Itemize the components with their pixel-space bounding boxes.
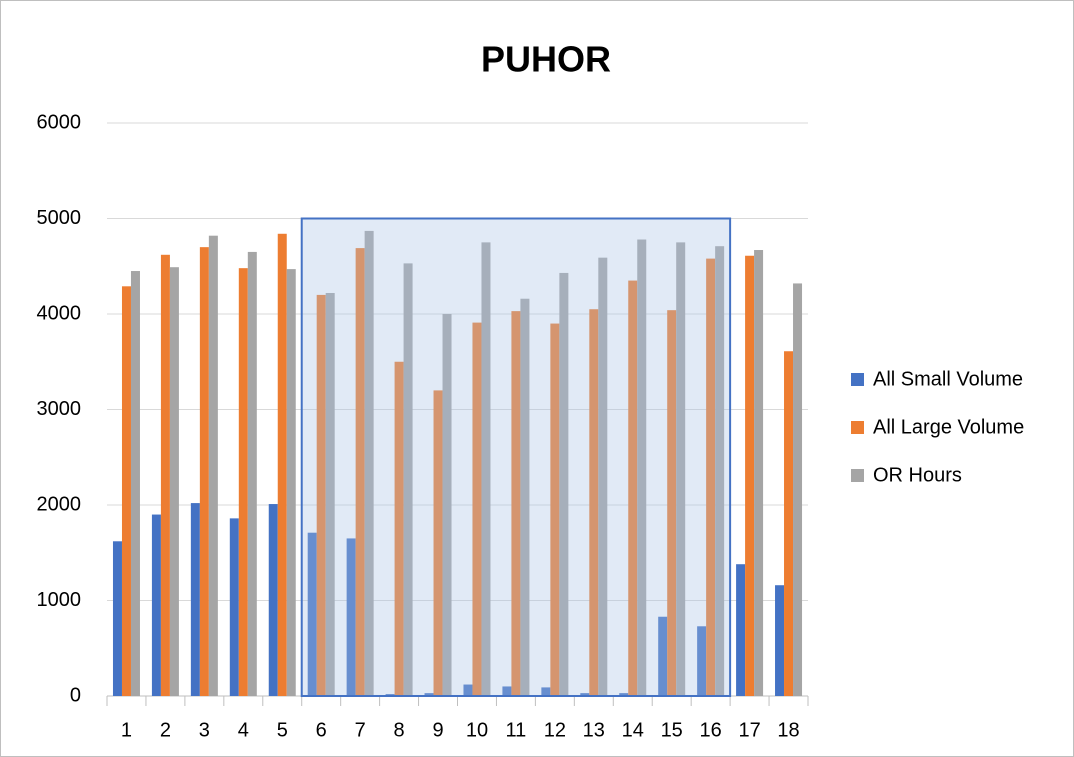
bar [151,514,161,696]
bar [559,272,569,696]
x-tick-label: 2 [160,719,171,741]
bar [307,532,317,696]
y-tick-label: 4000 [37,302,82,324]
bar [736,564,746,696]
x-tick-label: 9 [432,719,443,741]
bar [394,361,404,696]
bar [355,248,365,697]
bar [715,246,725,696]
bar [676,242,686,696]
y-tick-label: 2000 [37,493,82,515]
bar [424,693,434,696]
x-tick-label: 1 [121,719,132,741]
y-tick-label: 3000 [37,398,82,420]
x-tick-label: 12 [544,719,566,741]
x-tick-label: 15 [661,719,683,741]
x-tick-label: 6 [316,719,327,741]
bar [160,254,170,697]
bar [268,504,278,696]
bar [658,616,668,696]
legend-swatch [851,373,864,386]
bar [112,541,122,696]
bar [229,518,239,696]
bar [433,390,443,696]
bar [316,294,326,696]
x-tick-label: 8 [394,719,405,741]
bar [502,686,512,696]
bar [589,309,599,696]
legend-label: OR Hours [873,464,962,486]
chart-title: PUHOR [481,39,611,80]
bar [442,314,452,696]
bar [199,247,209,696]
bar [637,239,647,696]
x-tick-label: 13 [583,719,605,741]
x-tick-label: 4 [238,719,249,741]
bar [598,257,608,696]
bar [403,263,413,696]
bar [550,323,560,696]
legend-swatch [851,421,864,434]
y-tick-label: 0 [70,684,81,706]
x-tick-label: 17 [738,719,760,741]
bar [238,268,248,696]
bar [520,298,530,696]
bar [793,283,803,696]
x-tick-label: 18 [777,719,799,741]
bar [541,687,551,696]
y-tick-label: 5000 [37,207,82,229]
legend-label: All Small Volume [873,368,1023,390]
bar [130,271,140,696]
bar [463,684,473,696]
bar [667,310,677,696]
bar [208,235,218,696]
bar [364,230,374,697]
bar [628,280,638,696]
y-tick-label: 6000 [37,111,82,133]
legend-label: All Large Volume [873,416,1024,438]
bar [190,503,200,696]
y-tick-label: 1000 [37,589,82,611]
x-tick-label: 3 [199,719,210,741]
bar [706,258,716,696]
bar [169,267,179,696]
legend-swatch [851,469,864,482]
bar [247,251,257,697]
bar [346,538,356,696]
bar [511,311,521,696]
bar [619,693,629,696]
bar [277,233,287,696]
x-tick-label: 10 [466,719,488,741]
bar [472,322,482,696]
x-tick-label: 5 [277,719,288,741]
bar [745,255,755,696]
bar [775,585,785,696]
highlight-box [300,217,732,697]
bar [754,250,764,696]
x-tick-label: 7 [355,719,366,741]
x-tick-label: 16 [700,719,722,741]
bar [580,693,590,696]
bar [697,626,707,696]
bar [121,286,131,696]
x-tick-label: 11 [506,719,527,741]
x-tick-label: 14 [622,719,644,741]
bar [784,351,794,696]
bar [286,269,296,696]
bar [325,292,335,696]
bar [481,242,491,696]
